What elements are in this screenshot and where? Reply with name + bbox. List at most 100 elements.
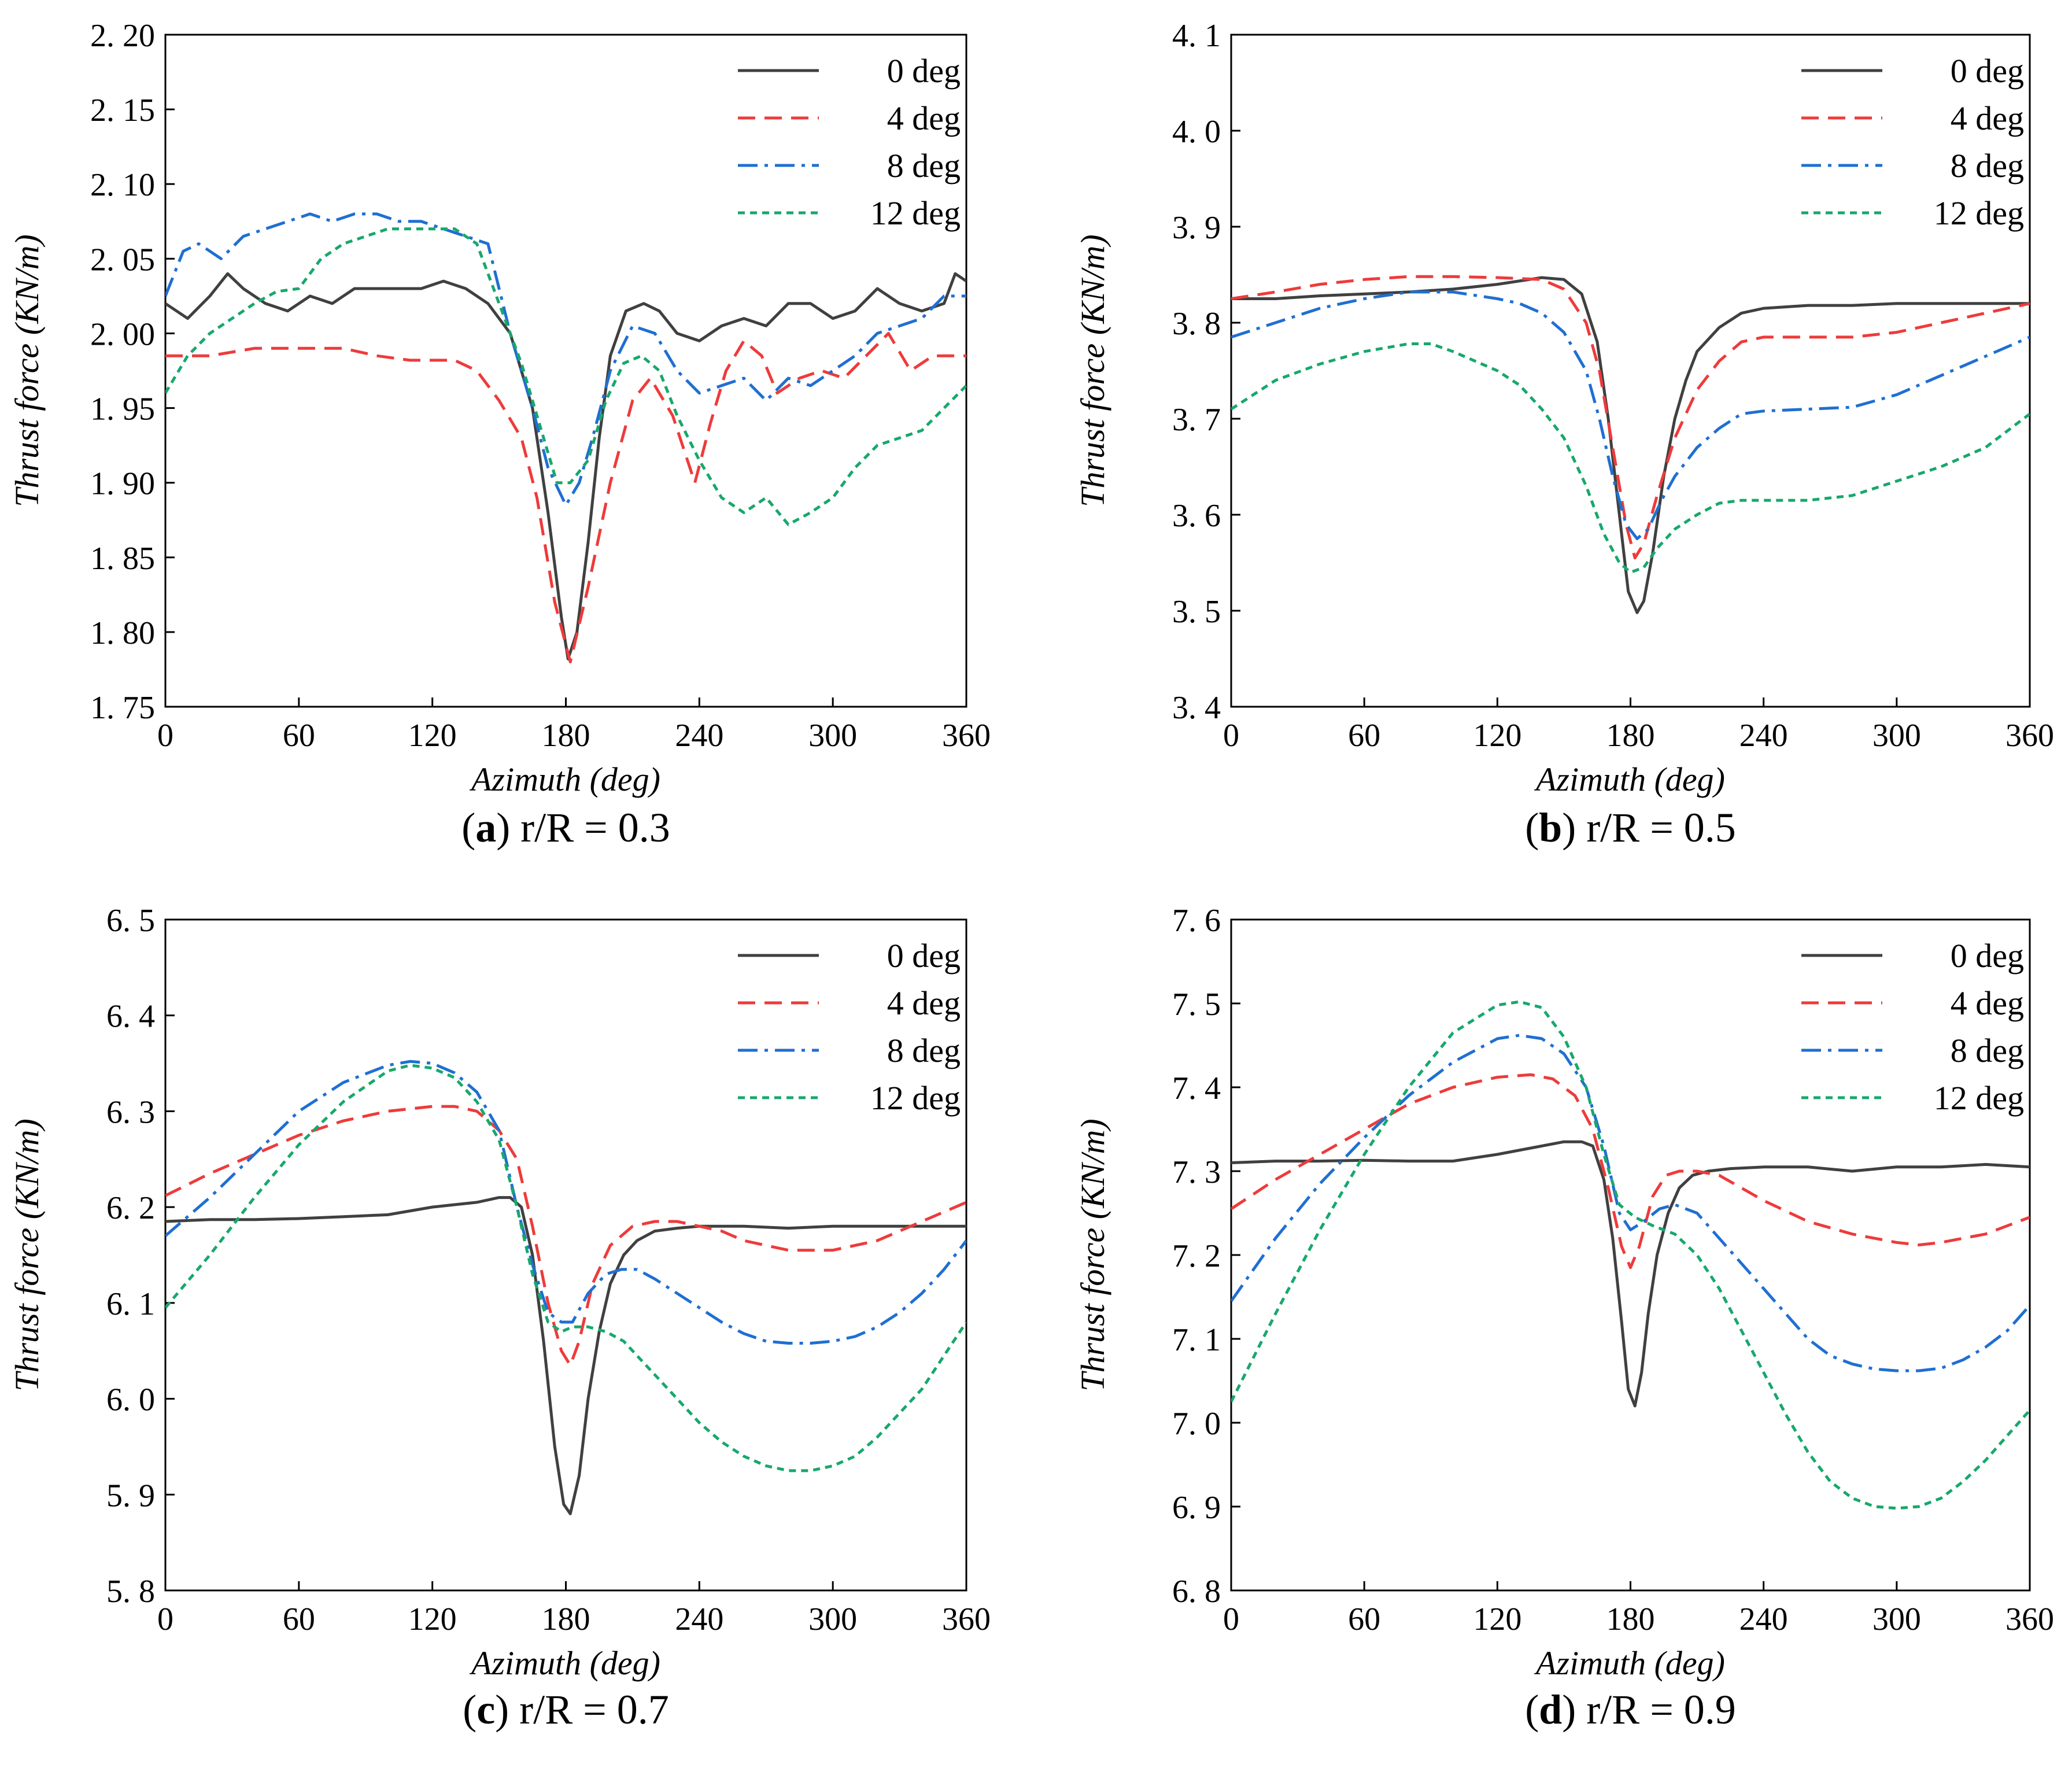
legend-label: 4 deg [887, 984, 961, 1022]
x-tick-label: 240 [675, 718, 723, 754]
y-tick-label: 2. 00 [90, 316, 155, 352]
y-tick-label: 3. 6 [1172, 498, 1221, 534]
y-tick-label: 1. 90 [90, 466, 155, 502]
x-tick-label: 0 [157, 1601, 173, 1637]
y-axis-label: Thrust force (KN/m) [8, 1119, 46, 1391]
y-tick-label: 7. 5 [1172, 987, 1221, 1023]
legend-label: 8 deg [1951, 147, 2024, 184]
chart-panel-1: 0 60 120 180 240 300 360 1. 75 1. 80 1. 85 1. 90 1.… [8, 18, 991, 851]
y-axis-label: Thrust force (KN/m) [1074, 234, 1111, 507]
panel-caption: (b) r/R = 0.5 [1525, 804, 1736, 851]
y-tick-label: 5. 9 [106, 1478, 155, 1514]
series-line-8-deg [165, 1060, 966, 1345]
caption-paren-open: ( [1525, 1686, 1539, 1733]
x-tick-label: 360 [2005, 1601, 2054, 1637]
series-line-8-deg [165, 212, 966, 507]
y-tick-label: 2. 20 [90, 18, 155, 54]
y-tick-label: 7. 4 [1172, 1071, 1221, 1106]
caption-text: ) r/R = 0.3 [496, 804, 670, 851]
x-tick-label: 360 [2005, 718, 2054, 754]
x-axis-label: Azimuth (deg) [469, 761, 660, 798]
x-axis-label: Azimuth (deg) [1534, 1644, 1725, 1682]
legend-label: 12 deg [870, 1079, 961, 1117]
plot-frame [1230, 918, 2031, 1592]
series-line-4-deg [1231, 1073, 2030, 1269]
y-tick-label: 2. 15 [90, 93, 155, 128]
y-tick-label: 3. 9 [1172, 210, 1221, 246]
legend: 0 deg 4 deg 8 deg 12 deg [1801, 52, 2024, 232]
x-tick-label: 240 [1739, 1601, 1788, 1637]
chart-panel-3: 0 60 120 180 240 300 360 5. 8 5. 9 6. 0 6. 1 6. 2 6.… [8, 903, 991, 1733]
series-line-0-deg [1231, 276, 2030, 614]
x-tick-label: 360 [942, 1601, 991, 1637]
y-tick-label: 2. 05 [90, 242, 155, 278]
y-tick-label: 7. 2 [1172, 1238, 1221, 1274]
caption-paren-open: ( [463, 1686, 477, 1733]
caption-tag: b [1539, 804, 1562, 851]
legend-label: 8 deg [1951, 1032, 2024, 1069]
legend-label: 8 deg [887, 147, 961, 184]
x-tick-label: 300 [1872, 718, 1921, 754]
y-tick-label: 7. 3 [1172, 1154, 1221, 1190]
x-tick-label: 240 [675, 1601, 723, 1637]
caption-tag: d [1539, 1686, 1562, 1733]
caption-tag: c [477, 1686, 495, 1733]
chart-panel-4: 0 60 120 180 240 300 360 6. 8 6. 9 7. 0 7. 1 7. 2 7.… [1074, 903, 2054, 1733]
plot-frame [164, 918, 967, 1592]
x-tick-label: 240 [1739, 718, 1788, 754]
x-tick-label: 180 [1606, 718, 1655, 754]
series-line-12-deg [165, 1064, 966, 1472]
x-tick-label: 360 [942, 718, 991, 754]
chart-panel-2: 0 60 120 180 240 300 360 3. 4 3. 5 3. 6 3. 7 3. 8 3.… [1074, 18, 2054, 851]
x-tick-label: 60 [283, 718, 315, 754]
series-group [165, 212, 966, 663]
legend-label: 0 deg [1951, 937, 2024, 975]
series-group [165, 1060, 966, 1515]
y-tick-label: 3. 5 [1172, 594, 1221, 630]
series-group [1231, 1000, 2030, 1510]
plot-frame [164, 34, 967, 708]
x-axis-label: Azimuth (deg) [1534, 761, 1725, 798]
legend-label: 4 deg [1951, 99, 2024, 137]
legend-label: 0 deg [887, 937, 961, 975]
x-tick-label: 180 [542, 1601, 590, 1637]
caption-text: ) r/R = 0.9 [1562, 1686, 1736, 1733]
x-tick-label: 0 [1223, 718, 1239, 754]
panel-caption: (a) r/R = 0.3 [461, 804, 670, 851]
x-axis-label: Azimuth (deg) [469, 1644, 660, 1682]
x-tick-label: 120 [1473, 1601, 1521, 1637]
legend-label: 12 deg [870, 194, 961, 232]
legend: 0 deg 4 deg 8 deg 12 deg [738, 52, 961, 232]
y-tick-label: 3. 8 [1172, 306, 1221, 342]
y-tick-label: 6. 1 [106, 1286, 155, 1322]
x-tick-label: 120 [408, 718, 457, 754]
series-line-0-deg [165, 272, 966, 660]
x-tick-label: 60 [1348, 1601, 1380, 1637]
y-axis-label: Thrust force (KN/m) [8, 234, 46, 507]
legend: 0 deg 4 deg 8 deg 12 deg [1801, 937, 2024, 1117]
x-tick-label: 300 [808, 718, 857, 754]
x-tick-label: 180 [542, 718, 590, 754]
y-tick-label: 3. 4 [1172, 690, 1221, 726]
y-tick-label: 6. 8 [1172, 1574, 1221, 1610]
legend-label: 4 deg [887, 99, 961, 137]
y-tick-label: 7. 0 [1172, 1406, 1221, 1442]
legend: 0 deg 4 deg 8 deg 12 deg [738, 937, 961, 1117]
x-tick-label: 0 [157, 718, 173, 754]
legend-label: 8 deg [887, 1032, 961, 1069]
series-line-0-deg [165, 1196, 966, 1515]
caption-paren-open: ( [1525, 804, 1539, 851]
series-line-0-deg [1231, 1140, 2030, 1408]
x-tick-label: 300 [1872, 1601, 1921, 1637]
y-axis-label: Thrust force (KN/m) [1074, 1119, 1111, 1391]
legend-label: 12 deg [1934, 194, 2024, 232]
y-tick-label: 6. 5 [106, 903, 155, 939]
y-tick-label: 6. 3 [106, 1094, 155, 1130]
series-line-4-deg [1231, 275, 2030, 560]
y-tick-label: 3. 7 [1172, 402, 1221, 438]
y-tick-label: 1. 95 [90, 392, 155, 427]
y-tick-label: 2. 10 [90, 167, 155, 203]
y-tick-label: 1. 75 [90, 690, 155, 726]
